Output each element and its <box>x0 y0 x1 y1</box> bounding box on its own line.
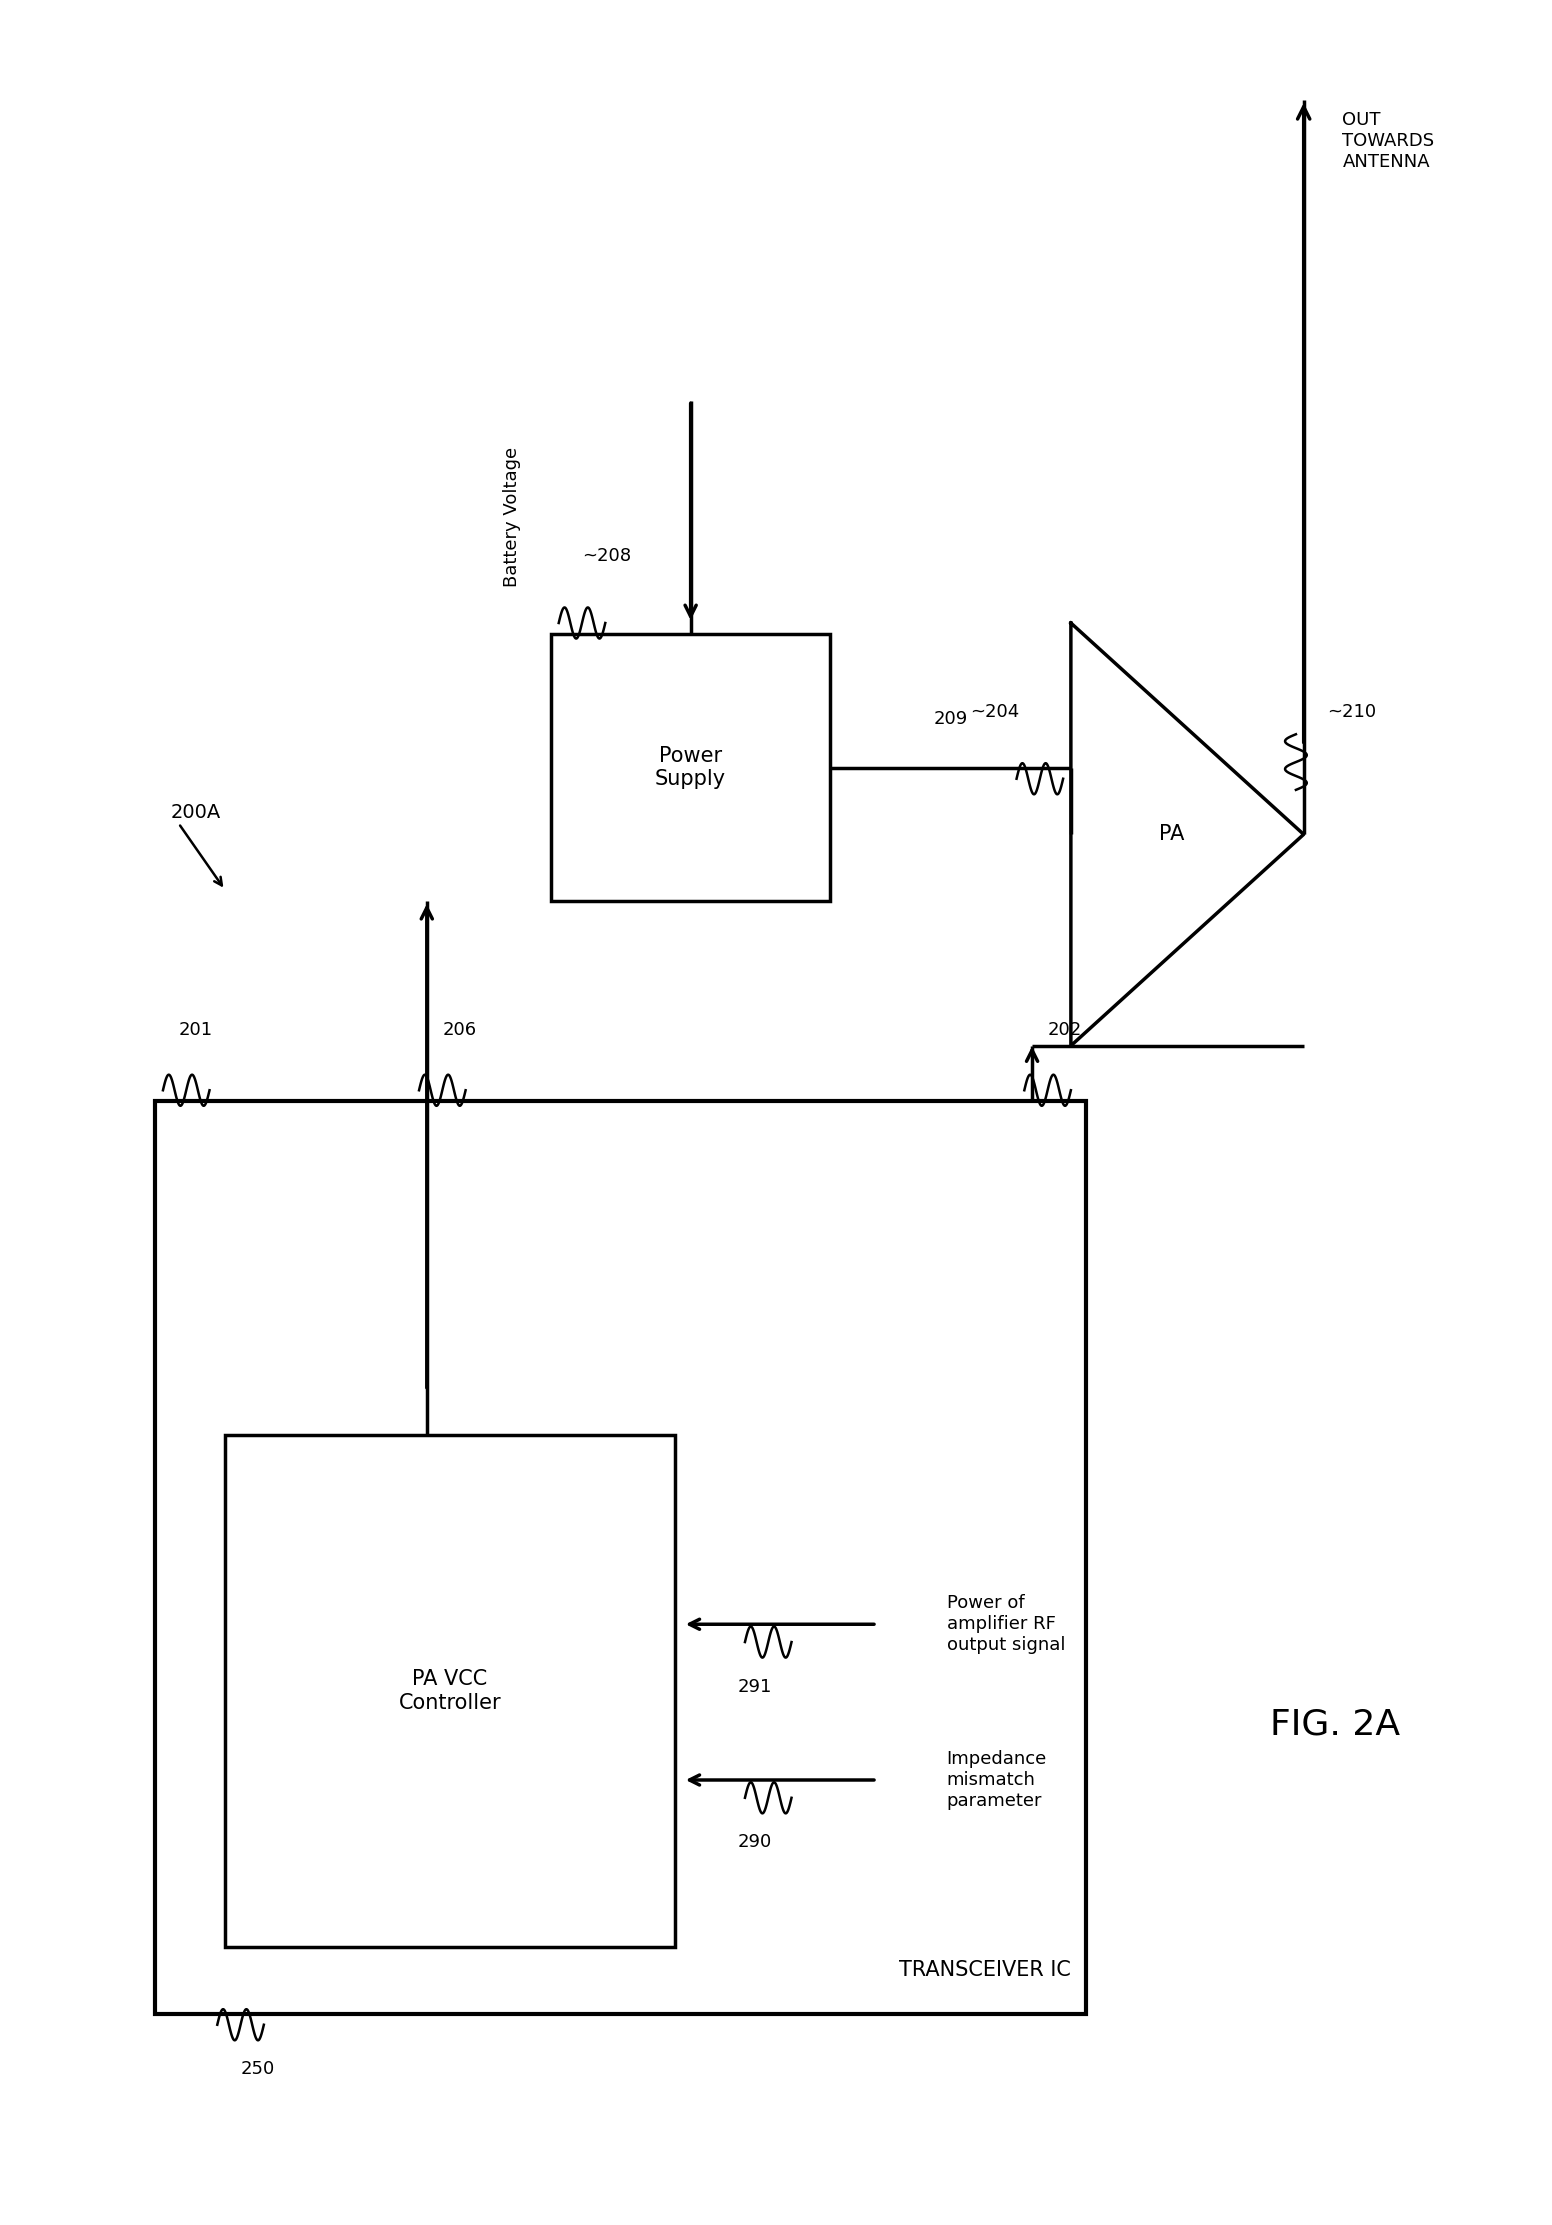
Text: 291: 291 <box>737 1678 771 1695</box>
Bar <box>155 1101 1086 2014</box>
Text: Impedance
mismatch
parameter: Impedance mismatch parameter <box>947 1751 1048 1809</box>
Text: 200A: 200A <box>171 803 220 821</box>
Text: Battery Voltage: Battery Voltage <box>503 447 521 587</box>
Text: 250: 250 <box>241 2060 275 2078</box>
Text: 202: 202 <box>1048 1021 1082 1039</box>
Text: OUT
TOWARDS
ANTENNA: OUT TOWARDS ANTENNA <box>1342 111 1434 171</box>
Bar <box>551 634 830 901</box>
Bar <box>225 1435 675 1947</box>
Text: 290: 290 <box>737 1833 771 1851</box>
Text: 206: 206 <box>442 1021 476 1039</box>
Text: 209: 209 <box>933 710 968 728</box>
Text: Power
Supply: Power Supply <box>655 745 726 790</box>
Text: 201: 201 <box>178 1021 213 1039</box>
Text: TRANSCEIVER IC: TRANSCEIVER IC <box>899 1960 1071 1980</box>
Text: Power of
amplifier RF
output signal: Power of amplifier RF output signal <box>947 1595 1065 1653</box>
Text: ~204: ~204 <box>970 703 1020 721</box>
Text: FIG. 2A: FIG. 2A <box>1270 1707 1400 1742</box>
Text: PA: PA <box>1159 825 1184 843</box>
Text: ~210: ~210 <box>1327 703 1377 721</box>
Text: ~208: ~208 <box>582 547 632 565</box>
Text: PA VCC
Controller: PA VCC Controller <box>399 1669 501 1713</box>
